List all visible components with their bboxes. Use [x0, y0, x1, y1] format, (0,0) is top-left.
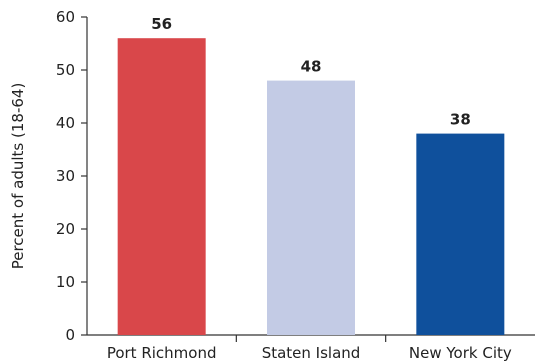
y-tick-label: 0 [65, 326, 75, 344]
data-label: 56 [151, 15, 172, 33]
y-tick-label: 30 [56, 167, 75, 185]
bar [416, 133, 505, 335]
y-tick-label: 40 [56, 114, 75, 132]
data-label: 48 [301, 58, 322, 76]
x-tick-label: New York City [409, 344, 512, 362]
bars [117, 38, 505, 335]
bar [267, 80, 355, 335]
x-tick-label: Staten Island [262, 344, 361, 362]
y-tick-label: 20 [56, 220, 75, 238]
y-tick-label: 50 [56, 61, 75, 79]
x-ticks: Port Richmond Staten Island New York City [107, 335, 512, 362]
data-label: 38 [450, 111, 471, 129]
value-labels: 56 48 38 [151, 15, 471, 128]
y-ticks: 0 10 20 30 40 50 60 [56, 8, 87, 344]
bar [117, 38, 206, 335]
y-tick-label: 60 [56, 8, 75, 26]
y-tick-label: 10 [56, 273, 75, 291]
x-tick-label: Port Richmond [107, 344, 217, 362]
y-axis-title: Percent of adults (18-64) [9, 83, 27, 270]
